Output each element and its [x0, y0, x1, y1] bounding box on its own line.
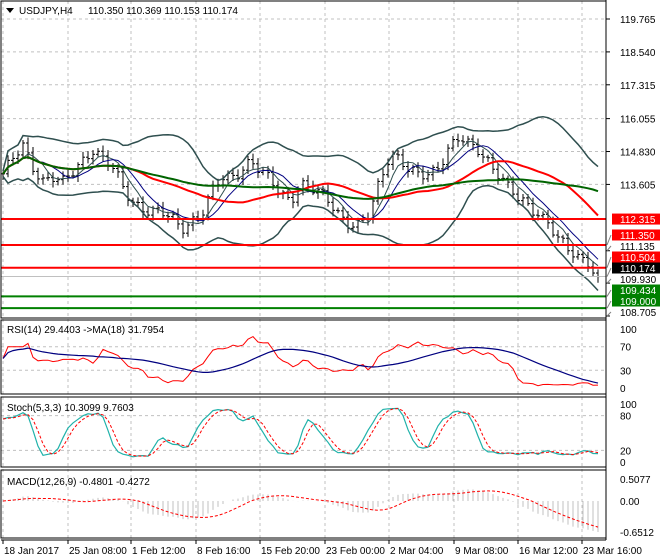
- stoch-tick-label: 80: [620, 412, 632, 423]
- label-leader-line: [606, 289, 612, 297]
- y-tick-label: 118.540: [620, 48, 656, 59]
- macd-panel[interactable]: [2, 489, 599, 532]
- x-tick-label: 15 Feb 20:00: [261, 546, 320, 557]
- macd-tick-label: 0.00: [620, 497, 640, 508]
- x-tick-label: 8 Feb 16:00: [197, 546, 251, 557]
- y-tick-label: 114.830: [620, 148, 656, 159]
- macd-label: MACD(12,26,9) -0.4801 -0.4272: [7, 477, 150, 488]
- ohlc-values: 110.350 110.369 110.153 110.174: [88, 6, 238, 17]
- x-tick-label: 9 Mar 08:00: [455, 546, 509, 557]
- symbol-label: USDJPY,H4: [19, 6, 73, 17]
- x-tick-label: 18 Jan 2017: [4, 546, 59, 557]
- price-panel[interactable]: [1, 115, 606, 310]
- y-tick-label: 119.765: [620, 15, 656, 26]
- y-tick-label: 109.930: [620, 275, 657, 286]
- rsi-label: RSI(14) 29.4403 ->MA(18) 31.7954: [7, 325, 164, 336]
- label-leader-line: [606, 267, 612, 277]
- dropdown-triangle-icon[interactable]: [6, 8, 14, 13]
- bollinger-upper: [2, 115, 599, 182]
- macd-tick-label: -0.6512: [620, 528, 654, 539]
- x-tick-label: 2 Mar 04:00: [390, 546, 444, 557]
- level-label: 111.350: [620, 231, 655, 242]
- current-price-bg: [612, 262, 660, 274]
- current-price-label: 110.174: [620, 264, 656, 275]
- main-frame: [0, 0, 607, 319]
- x-tick-label: 23 Feb 00:00: [326, 546, 385, 557]
- level-label-bg: [612, 251, 660, 263]
- x-tick-label: 23 Mar 16:00: [583, 546, 642, 557]
- level-label: 112.315: [620, 215, 656, 226]
- label-leader-line: [606, 256, 612, 268]
- rsi-tick-label: 100: [620, 325, 637, 336]
- rsi-panel[interactable]: [2, 335, 599, 387]
- label-leader-line: [606, 278, 612, 284]
- stoch-tick-label: 0: [620, 458, 626, 469]
- stoch-label: Stoch(5,3,3) 10.3099 9.7603: [7, 403, 134, 414]
- level-label-bg: [612, 229, 660, 241]
- green-ma-line: [2, 156, 599, 200]
- y-tick-label: 108.705: [620, 308, 657, 319]
- rsi-tick-label: 30: [620, 366, 632, 377]
- level-label-bg: [612, 284, 660, 296]
- rsi-tick-label: 70: [620, 343, 632, 354]
- level-label-bg: [612, 213, 660, 225]
- macd-signal-line: [2, 490, 599, 528]
- y-tick-label: 111.135: [620, 242, 655, 253]
- label-leader-line: [606, 245, 612, 252]
- x-tick-label: 25 Jan 08:00: [69, 546, 127, 557]
- y-tick-label: 117.315: [620, 81, 656, 92]
- grid: [1, 1, 606, 538]
- y-tick-label: 113.605: [620, 180, 656, 191]
- fast-ma-line: [2, 140, 599, 267]
- level-label: 110.504: [620, 253, 656, 264]
- rsi-line: [2, 335, 599, 387]
- level-label-bg: [612, 295, 660, 307]
- label-leader-line: [606, 300, 612, 309]
- stoch-tick-label: 100: [620, 400, 637, 411]
- label-leader-line: [606, 234, 612, 246]
- macd-tick-label: 0.5077: [620, 475, 651, 486]
- stoch-signal-line: [2, 408, 599, 457]
- rsi-ma-line: [2, 347, 599, 384]
- stoch-tick-label: 20: [620, 446, 632, 457]
- rsi-tick-label: 0: [620, 384, 626, 395]
- x-tick-label: 16 Mar 12:00: [519, 546, 578, 557]
- x-tick-label: 1 Feb 12:00: [132, 546, 186, 557]
- bollinger-lower: [2, 176, 599, 292]
- level-label: 109.434: [620, 286, 657, 297]
- y-tick-label: 116.055: [620, 115, 656, 126]
- stoch-main-line: [2, 407, 599, 458]
- level-label: 109.000: [620, 297, 657, 308]
- stoch-panel[interactable]: [2, 407, 599, 458]
- label-leader-line: [606, 311, 612, 317]
